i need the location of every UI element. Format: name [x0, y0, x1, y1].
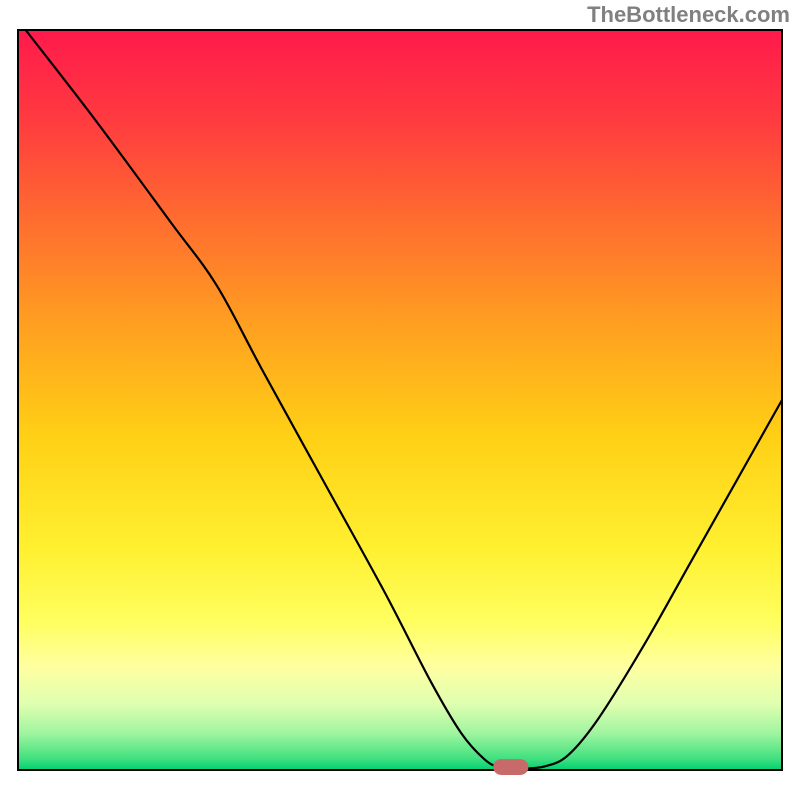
optimal-marker [494, 760, 528, 775]
chart-container: TheBottleneck.com [0, 0, 800, 800]
watermark-text: TheBottleneck.com [587, 2, 790, 28]
bottleneck-chart [0, 0, 800, 800]
chart-background [18, 30, 782, 770]
